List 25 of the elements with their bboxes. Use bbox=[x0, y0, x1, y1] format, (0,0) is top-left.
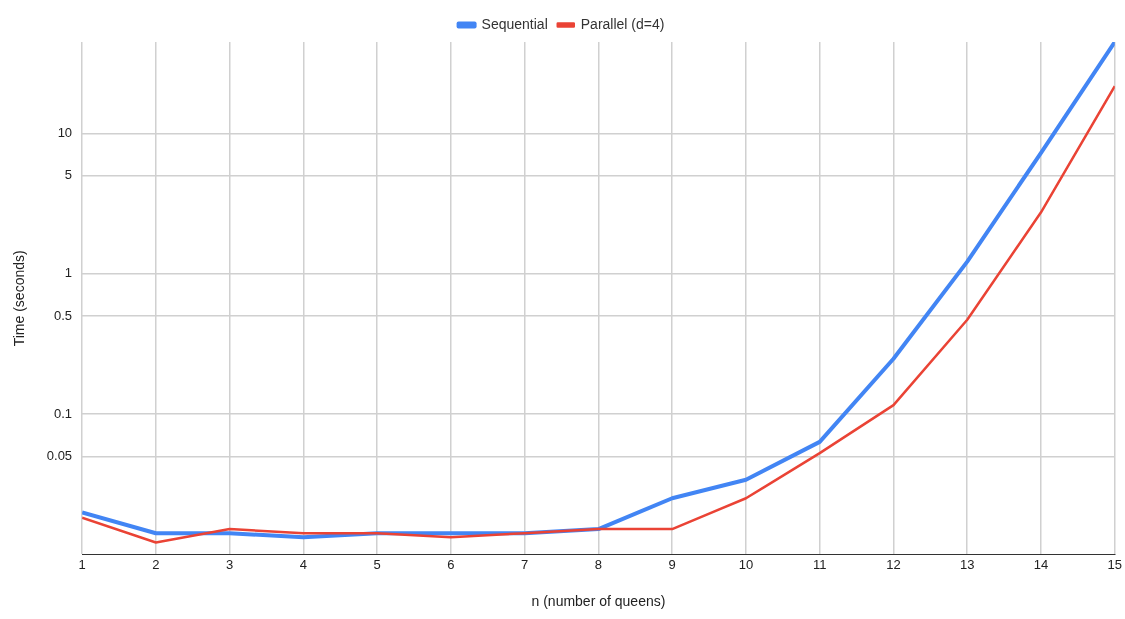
legend-label: Sequential bbox=[481, 15, 548, 32]
x-tick-label: 6 bbox=[447, 556, 455, 572]
y-axis-title: Time (seconds) bbox=[11, 250, 28, 347]
x-tick-label: 4 bbox=[299, 556, 308, 572]
y-tick-label: 5 bbox=[64, 167, 73, 183]
y-tick-label: 10 bbox=[57, 124, 73, 140]
x-tick-label: 2 bbox=[152, 556, 160, 572]
x-tick-label: 7 bbox=[521, 556, 529, 572]
x-tick-label: 10 bbox=[738, 556, 754, 572]
x-tick-label: 8 bbox=[594, 556, 603, 572]
x-tick-label: 9 bbox=[668, 556, 676, 572]
y-tick-label: 0.05 bbox=[46, 448, 73, 464]
x-axis-title: n (number of queens) bbox=[531, 593, 666, 610]
x-tick-label: 3 bbox=[226, 556, 234, 572]
legend-label: Parallel (d=4) bbox=[580, 15, 665, 32]
x-tick-label: 13 bbox=[960, 556, 975, 572]
x-tick-label: 14 bbox=[1033, 556, 1049, 572]
y-tick-label: 0.1 bbox=[54, 405, 73, 421]
x-tick-label: 11 bbox=[812, 556, 827, 572]
x-tick-label: 5 bbox=[373, 556, 381, 572]
x-tick-label: 12 bbox=[886, 556, 901, 572]
y-tick-label: 0.5 bbox=[54, 307, 73, 323]
y-tick-label: 1 bbox=[64, 265, 73, 281]
x-tick-label: 15 bbox=[1107, 556, 1122, 572]
x-tick-label: 1 bbox=[78, 556, 86, 572]
